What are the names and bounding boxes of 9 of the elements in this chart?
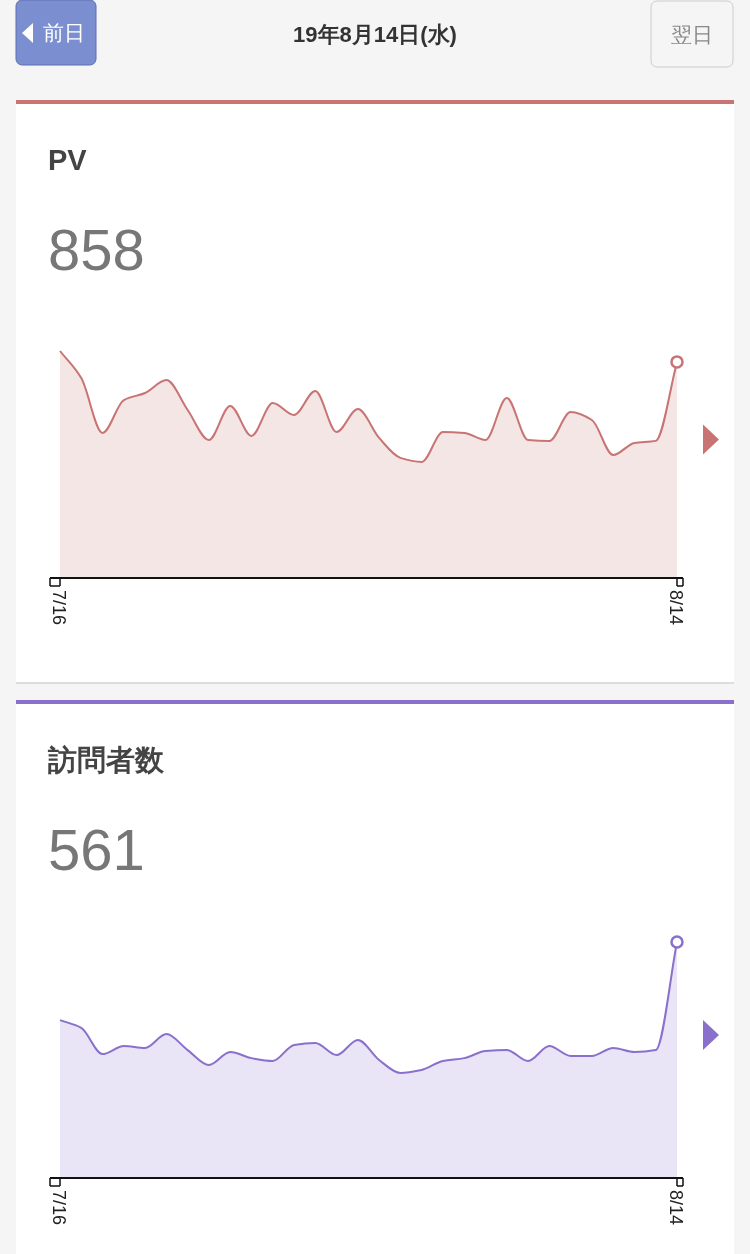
x-tick-label: 7/16 — [49, 1190, 69, 1226]
chart-subtitle: 858 — [48, 217, 145, 282]
chart-subtitle: 561 — [48, 817, 145, 882]
chart-title: 訪問者数 — [47, 744, 165, 776]
x-tick-label: 8/14 — [666, 1190, 686, 1226]
x-tick-label: 7/16 — [49, 590, 69, 626]
header: 前日 19年8月14日(水) 翌日 — [15, 0, 734, 68]
x-tick-label: 8/14 — [666, 590, 686, 626]
chart-title: PV — [48, 144, 88, 176]
